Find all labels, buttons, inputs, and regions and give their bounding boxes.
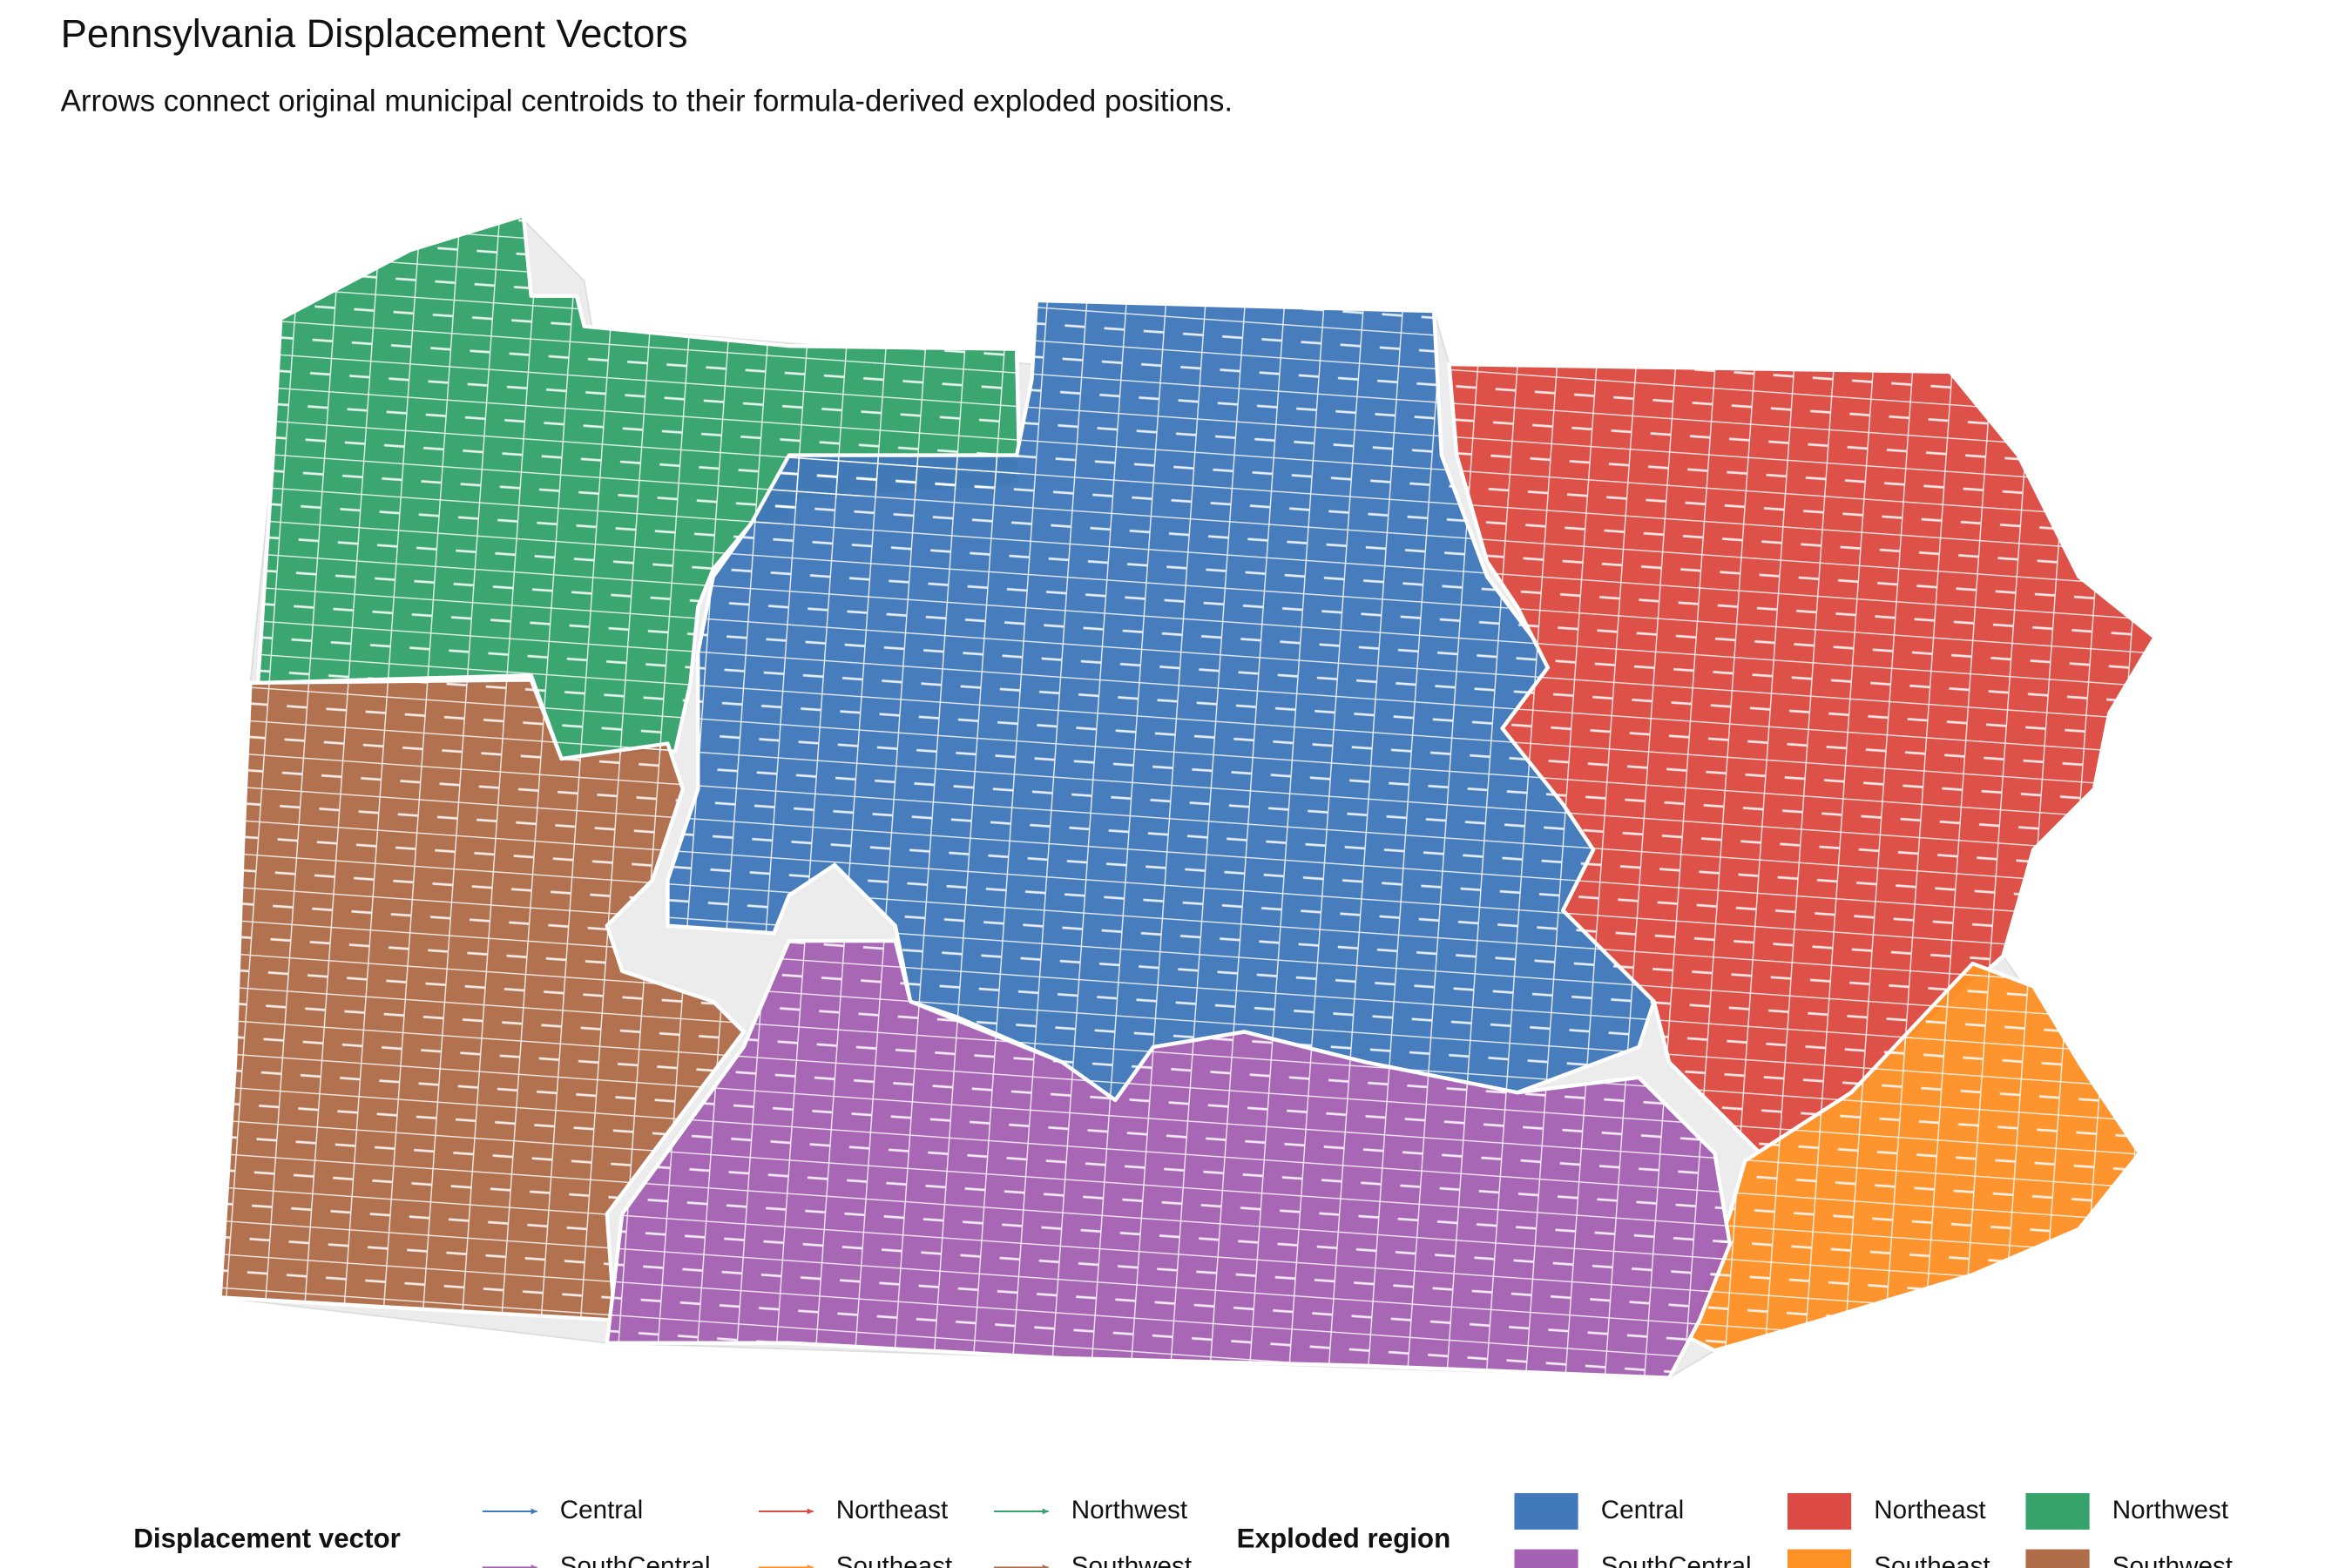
legend-swatch xyxy=(2025,1549,2090,1568)
municipal-borders xyxy=(220,215,2155,1378)
legend-swatch xyxy=(1788,1493,1852,1530)
legend-swatch xyxy=(1788,1549,1852,1568)
legend-arrowhead xyxy=(531,1564,537,1568)
legend-swatch xyxy=(1514,1549,1578,1568)
legend-label: Northeast xyxy=(836,1496,949,1524)
legend-title: Exploded region xyxy=(1237,1523,1451,1553)
map xyxy=(218,213,2157,1380)
legend-label: Southwest xyxy=(1071,1551,1193,1568)
legend-arrowhead xyxy=(1042,1564,1049,1568)
legend-swatch xyxy=(2025,1493,2090,1530)
legend-arrowhead xyxy=(807,1508,814,1515)
legend-label: Northwest xyxy=(2112,1496,2229,1524)
legend-label: Southwest xyxy=(2112,1551,2234,1568)
legend-arrowhead xyxy=(531,1508,537,1515)
legend-label: Central xyxy=(560,1496,643,1524)
legend-label: Northwest xyxy=(1071,1496,1188,1524)
legend-swatch xyxy=(1514,1493,1578,1530)
legend: Displacement vector Central SouthCentral No… xyxy=(133,1493,2234,1568)
legend-label: Central xyxy=(1601,1496,1684,1524)
legend-label: SouthCentral xyxy=(560,1551,711,1568)
legend-title: Displacement vector xyxy=(133,1523,401,1553)
legend-label: SouthCentral xyxy=(1601,1551,1752,1568)
legend-label: Southeast xyxy=(1874,1551,1990,1568)
legend-label: Northeast xyxy=(1874,1496,1986,1524)
legend-arrowhead xyxy=(807,1564,814,1568)
title: Pennsylvania Displacement Vectors xyxy=(61,11,688,56)
legend-arrowhead xyxy=(1042,1508,1049,1515)
legend-label: Southeast xyxy=(836,1551,953,1568)
subtitle: Arrows connect original municipal centro… xyxy=(61,84,1233,118)
